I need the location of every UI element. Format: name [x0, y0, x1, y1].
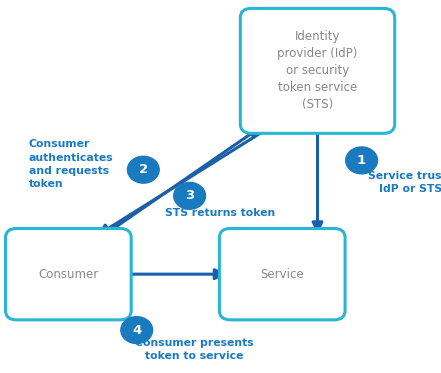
Circle shape [346, 147, 377, 174]
Circle shape [174, 182, 206, 209]
FancyBboxPatch shape [6, 228, 131, 320]
Text: Identity
provider (IdP)
or security
token service
(STS): Identity provider (IdP) or security toke… [277, 30, 358, 112]
Text: Service: Service [261, 268, 304, 280]
Text: Service trusts
IdP or STS: Service trusts IdP or STS [368, 171, 441, 194]
FancyBboxPatch shape [219, 228, 345, 320]
Text: 2: 2 [139, 163, 148, 176]
Circle shape [121, 317, 153, 344]
Text: STS returns token: STS returns token [165, 208, 276, 217]
Text: Consumer
authenticates
and requests
token: Consumer authenticates and requests toke… [29, 140, 113, 189]
Text: Consumer presents
token to service: Consumer presents token to service [135, 338, 253, 361]
Text: 3: 3 [185, 189, 194, 202]
Circle shape [127, 156, 159, 183]
Text: 4: 4 [132, 324, 141, 336]
Text: 1: 1 [357, 154, 366, 167]
FancyBboxPatch shape [240, 8, 395, 133]
Text: Consumer: Consumer [38, 268, 98, 280]
